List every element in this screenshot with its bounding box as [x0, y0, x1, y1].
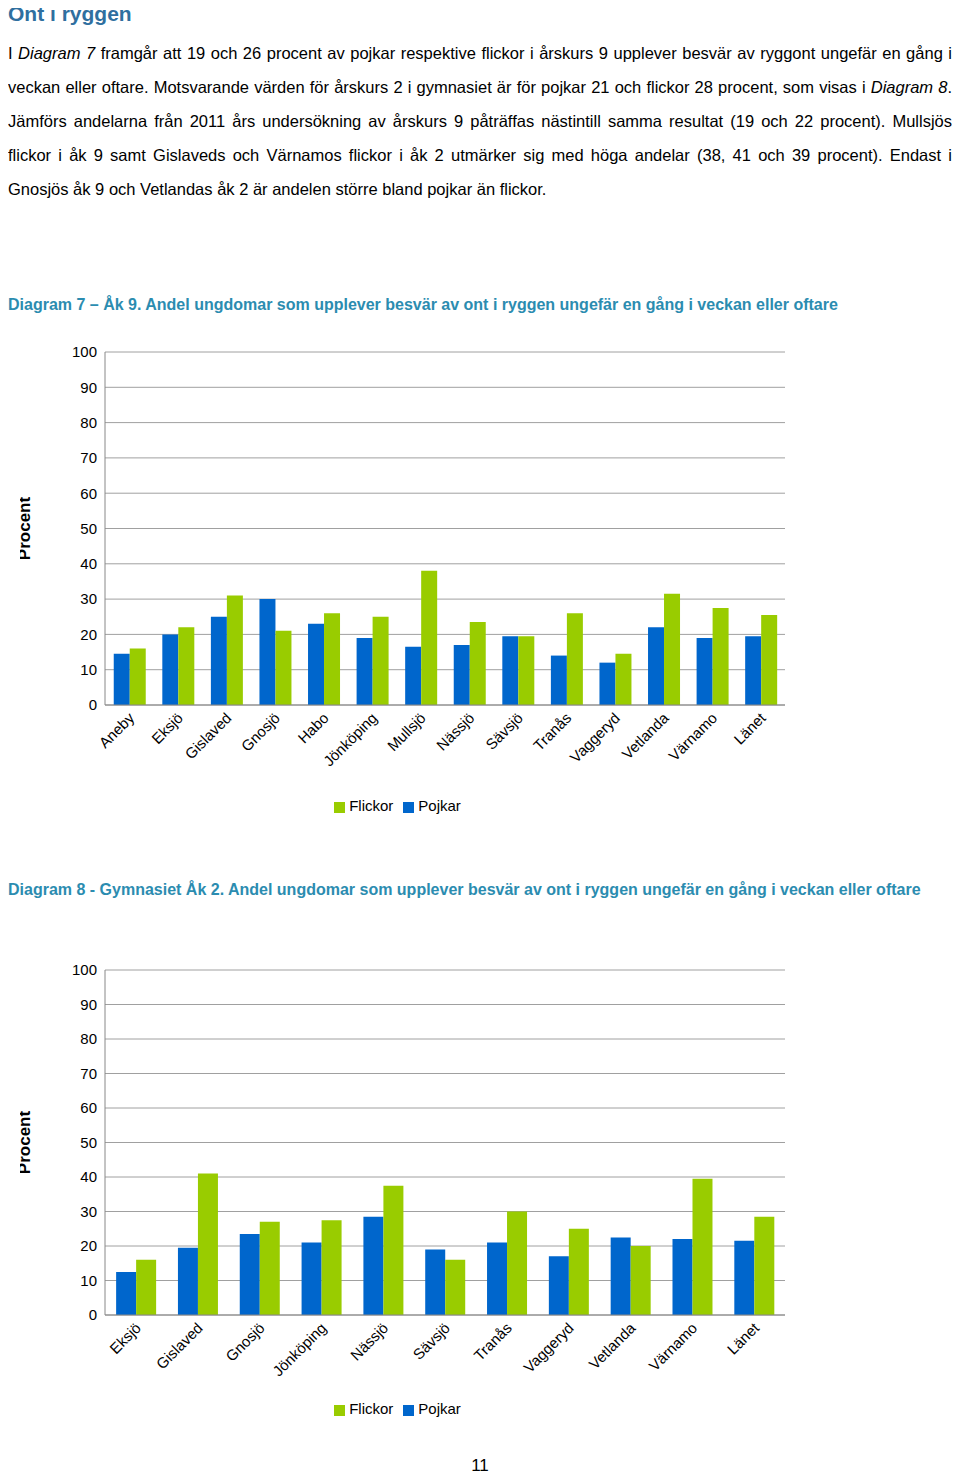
html-text:Diagram 7 – Åk 9. Andel ungdom: Diagram 7 – Åk 9. Andel ungdomar som upp… — [8, 296, 838, 313]
svg-text:10: 10 — [80, 1272, 97, 1289]
svg-text:10: 10 — [80, 661, 97, 678]
svg-text:Länet: Länet — [724, 1319, 763, 1358]
svg-text:Procent: Procent — [20, 497, 34, 561]
svg-text:Jönköping: Jönköping — [320, 709, 380, 769]
svg-text:Gnosjö: Gnosjö — [222, 1319, 268, 1365]
html-text:Ont i ryggen: Ont i ryggen — [8, 2, 132, 25]
html-text:Flickor: Flickor — [349, 1400, 394, 1417]
svg-text:Värnamo: Värnamo — [645, 1319, 700, 1374]
svg-text:Vaggeryd: Vaggeryd — [520, 1319, 577, 1376]
svg-text:40: 40 — [80, 1168, 97, 1185]
svg-text:Vaggeryd: Vaggeryd — [566, 709, 623, 766]
svg-text:60: 60 — [80, 1099, 97, 1116]
svg-text:40: 40 — [80, 555, 97, 572]
html-text:Pojkar: Pojkar — [418, 1400, 461, 1417]
svg-text:Procent: Procent — [20, 1111, 34, 1175]
svg-text:90: 90 — [80, 379, 97, 396]
html-text:Flickor: Flickor — [349, 797, 394, 814]
svg-text:50: 50 — [80, 520, 97, 537]
svg-text:20: 20 — [80, 1237, 97, 1254]
svg-text:Eksjö: Eksjö — [148, 709, 186, 747]
svg-text:Eksjö: Eksjö — [106, 1319, 144, 1357]
svg-text:70: 70 — [80, 1065, 97, 1082]
svg-text:Tranås: Tranås — [530, 709, 575, 754]
svg-text:Gislaved: Gislaved — [181, 709, 234, 762]
svg-text:70: 70 — [80, 449, 97, 466]
svg-text:20: 20 — [80, 626, 97, 643]
svg-text:90: 90 — [80, 996, 97, 1013]
svg-text:0: 0 — [89, 696, 97, 713]
svg-text:Habo: Habo — [294, 709, 331, 746]
svg-text:Nässjö: Nässjö — [347, 1319, 391, 1363]
svg-text:Gnosjö: Gnosjö — [237, 709, 283, 755]
svg-text:0: 0 — [89, 1306, 97, 1323]
svg-text:Vetlanda: Vetlanda — [618, 709, 672, 763]
html-text:Diagram 8 - Gymnasiet Åk 2. An: Diagram 8 - Gymnasiet Åk 2. Andel ungdom… — [8, 881, 921, 898]
svg-text:100: 100 — [72, 961, 97, 978]
svg-text:Värnamo: Värnamo — [665, 709, 720, 764]
html-text:11: 11 — [471, 1456, 489, 1475]
html-text:I Diagram 7 framgår att 19 och: I Diagram 7 framgår att 19 och 26 procen… — [8, 44, 952, 198]
svg-text:Mullsjö: Mullsjö — [384, 709, 429, 754]
svg-text:60: 60 — [80, 485, 97, 502]
svg-text:100: 100 — [72, 343, 97, 360]
svg-text:Sävsjö: Sävsjö — [409, 1319, 453, 1363]
svg-text:Aneby: Aneby — [95, 709, 137, 751]
svg-text:Länet: Länet — [730, 709, 769, 748]
svg-text:Vetlanda: Vetlanda — [585, 1319, 639, 1373]
svg-text:80: 80 — [80, 414, 97, 431]
svg-text:Gislaved: Gislaved — [153, 1319, 206, 1372]
svg-text:50: 50 — [80, 1134, 97, 1151]
html-text:Pojkar: Pojkar — [418, 797, 461, 814]
svg-text:30: 30 — [80, 590, 97, 607]
svg-text:Tranås: Tranås — [470, 1319, 515, 1364]
svg-text:Sävsjö: Sävsjö — [482, 709, 526, 753]
svg-text:Nässjö: Nässjö — [433, 709, 477, 753]
svg-text:30: 30 — [80, 1203, 97, 1220]
svg-text:80: 80 — [80, 1030, 97, 1047]
svg-text:Jönköping: Jönköping — [269, 1319, 329, 1379]
